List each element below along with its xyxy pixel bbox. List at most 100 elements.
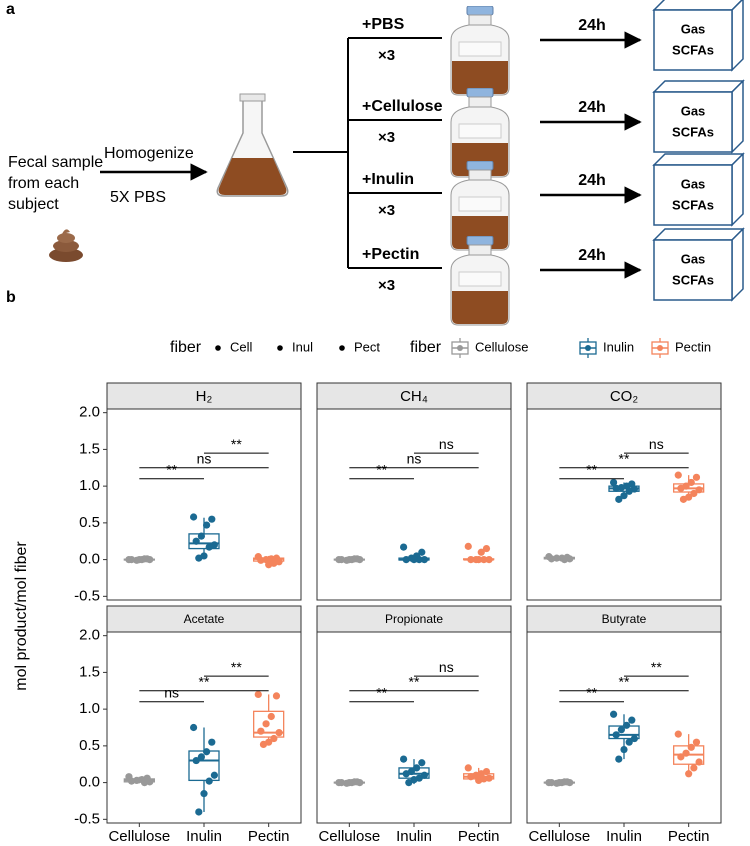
data-point xyxy=(254,690,262,699)
data-point xyxy=(615,755,623,763)
data-point xyxy=(695,486,703,494)
data-point xyxy=(135,555,143,564)
y-tick-label: -0.5 xyxy=(74,587,100,604)
data-point xyxy=(674,471,682,479)
data-point xyxy=(337,555,346,564)
data-point xyxy=(200,790,208,798)
significance-label: ns xyxy=(649,436,664,452)
time-label: 24h xyxy=(578,247,606,264)
data-point xyxy=(610,478,618,487)
data-point xyxy=(625,738,633,746)
data-point xyxy=(685,770,693,778)
output-label: Gas xyxy=(681,176,706,191)
legend-label: Cellulose xyxy=(475,339,528,354)
x-tick-label: Pectin xyxy=(248,828,290,845)
significance-label: ** xyxy=(231,436,242,452)
sample-text: from each xyxy=(8,175,79,192)
data-point xyxy=(205,543,213,551)
data-point xyxy=(192,756,200,765)
data-point xyxy=(677,484,685,492)
x-tick-label: Cellulose xyxy=(108,828,170,845)
replicate-label: ×3 xyxy=(378,277,395,294)
output-box xyxy=(652,228,745,241)
output-label: Gas xyxy=(681,103,706,118)
data-point xyxy=(612,731,620,739)
data-point xyxy=(625,487,633,495)
x-tick-label: Cellulose xyxy=(318,828,380,845)
replicate-label: ×3 xyxy=(378,129,395,146)
output-label: Gas xyxy=(681,251,706,266)
data-point xyxy=(262,720,270,728)
data-point xyxy=(690,764,698,772)
data-point xyxy=(677,753,685,761)
data-point xyxy=(687,743,695,751)
panel xyxy=(316,408,512,601)
data-point xyxy=(402,770,410,778)
facet-title: Acetate xyxy=(184,612,225,626)
data-point xyxy=(197,753,205,761)
data-point xyxy=(690,489,698,498)
strip xyxy=(526,605,722,633)
panel xyxy=(106,408,302,601)
panel-label: a xyxy=(6,1,15,18)
data-point xyxy=(477,548,485,556)
data-point xyxy=(275,729,283,737)
data-point xyxy=(208,738,216,746)
data-point xyxy=(555,778,563,787)
output-box xyxy=(652,0,744,11)
legend-dot xyxy=(339,345,345,351)
time-label: 24h xyxy=(578,172,606,189)
data-point xyxy=(620,492,628,500)
panel-label: b xyxy=(6,289,16,306)
data-point xyxy=(270,734,278,743)
data-point xyxy=(272,692,281,700)
y-tick-label: 0.5 xyxy=(79,737,100,754)
y-tick-label: 0.0 xyxy=(79,551,100,568)
significance-label: ** xyxy=(586,684,597,700)
data-point xyxy=(345,555,353,564)
sample-text: subject xyxy=(8,196,59,213)
legend-dot xyxy=(215,345,221,351)
x-tick-label: Pectin xyxy=(668,828,710,845)
data-point xyxy=(674,730,682,738)
significance-label: ns xyxy=(439,659,454,675)
data-point xyxy=(190,723,198,732)
replicate-label: ×3 xyxy=(378,47,395,64)
data-point xyxy=(259,740,268,748)
panel xyxy=(526,408,722,601)
output-box xyxy=(731,227,744,302)
legend-label: Cell xyxy=(230,339,253,354)
data-point xyxy=(547,555,556,563)
data-point xyxy=(400,755,408,763)
output-box xyxy=(652,80,745,93)
output-box xyxy=(653,9,733,71)
data-point xyxy=(190,513,198,521)
time-label: 24h xyxy=(578,99,606,116)
data-point xyxy=(615,495,623,503)
significance-label: ** xyxy=(376,461,387,477)
replicate-label: ×3 xyxy=(378,202,395,219)
data-point xyxy=(418,759,426,767)
x-tick-label: Cellulose xyxy=(528,828,590,845)
bottle xyxy=(450,6,510,96)
data-point xyxy=(197,532,205,540)
data-point xyxy=(127,777,136,785)
data-point xyxy=(679,495,688,503)
data-point xyxy=(205,777,213,785)
legend-label: Inul xyxy=(292,339,313,354)
data-point xyxy=(687,478,695,487)
flask xyxy=(216,93,289,197)
data-point xyxy=(337,778,346,787)
treatment-label: +Inulin xyxy=(362,171,414,188)
treatment-label: +Pectin xyxy=(362,246,419,263)
legend-key xyxy=(657,345,663,351)
strip xyxy=(316,605,512,633)
output-label: SCFAs xyxy=(672,197,714,212)
step-label: Homogenize xyxy=(104,145,194,162)
data-point xyxy=(405,778,413,787)
output-label: SCFAs xyxy=(672,272,714,287)
data-point xyxy=(467,555,475,564)
treatment-label: +PBS xyxy=(362,16,405,33)
facet-title: Butyrate xyxy=(602,612,647,626)
y-tick-label: 2.0 xyxy=(79,627,100,644)
